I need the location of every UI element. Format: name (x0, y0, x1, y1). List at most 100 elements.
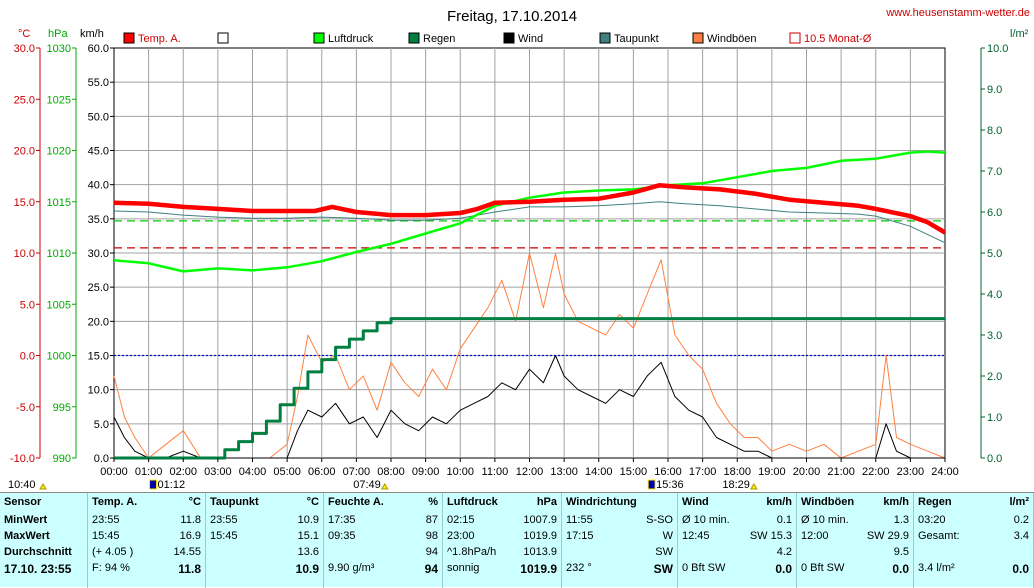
x-tick-label: 08:00 (377, 466, 405, 478)
stats-label: 17:15 (566, 530, 594, 542)
stats-row-avg: ^1.8hPa/h 1013.9 (447, 546, 557, 561)
wind-tick-label: 35.0 (88, 214, 109, 226)
x-tick-label: 05:00 (273, 466, 301, 478)
stats-row-header: Sensor (4, 496, 83, 511)
stats-row-foot: 10.9 (210, 562, 319, 577)
wind-tick-label: 10.0 (88, 385, 109, 397)
stats-label: Gesamt: (918, 530, 960, 542)
x-tick-label: 17:00 (689, 466, 717, 478)
stats-label: 02:15 (447, 514, 475, 526)
stats-row-foot: 0 Bft SW 0.0 (801, 562, 909, 577)
stats-column: Regen l/m² 03:20 0.2 Gesamt: 3.4 3.4 l/m² 0.0 (914, 493, 1034, 588)
legend-label: Taupunkt (614, 33, 659, 45)
pressure-tick-label: 1000 (47, 351, 71, 363)
rain-tick-label: 5.0 (987, 248, 1002, 260)
pressure-tick-label: 995 (53, 402, 71, 414)
x-tick-label: 11:00 (482, 466, 509, 478)
stats-column: Temp. A. °C 23:55 11.8 15:45 16.9 (+ 4.05 ) 14.… (88, 493, 206, 588)
temp-unit: °C (18, 28, 30, 40)
x-tick-label: 01:00 (135, 466, 163, 478)
legend-swatch (313, 32, 325, 44)
stats-value: 0.2 (1013, 514, 1029, 526)
marker-label: 10:40 (8, 479, 36, 491)
rain-tick-label: 6.0 (987, 207, 1002, 219)
stats-row-min: 03:20 0.2 (918, 514, 1029, 529)
stats-label: ^1.8hPa/h (447, 546, 497, 558)
legend: Temp. A. Luftdruck Regen Wind Taupunkt Windbö… (123, 32, 872, 45)
legend-label: 10.5 Monat-Ø (804, 33, 872, 45)
wind-tick-label: 60.0 (88, 43, 109, 55)
sun-marker-icon (380, 483, 389, 490)
stats-value: 11.8 (180, 514, 201, 526)
x-tick-label: 22:00 (862, 466, 890, 478)
pressure-tick-label: 990 (53, 453, 71, 465)
stats-value: 0.0 (1012, 562, 1029, 576)
stats-row-avg: 4.2 (682, 546, 792, 561)
stats-label: 23:55 (92, 514, 120, 526)
series-regen (114, 317, 945, 460)
rain-tick-label: 1.0 (987, 412, 1002, 424)
stats-label: 23:00 (447, 530, 475, 542)
stats-row-max: 15:45 16.9 (92, 530, 201, 545)
legend-swatch (123, 32, 135, 44)
stats-label: 232 ° (566, 562, 592, 574)
rain-tick-label: 0.0 (987, 453, 1002, 465)
stats-row-max: Gesamt: 3.4 (918, 530, 1029, 545)
stats-label: MinWert (4, 514, 48, 526)
stats-label: Regen (918, 496, 952, 508)
rain-unit: l/m² (1010, 28, 1029, 40)
stats-value: 0.0 (892, 562, 909, 576)
stats-value: 98 (425, 530, 438, 542)
temp-tick-label: -10.0 (10, 453, 35, 465)
stats-label: 15:45 (210, 530, 238, 542)
legend-label: Luftdruck (328, 33, 374, 45)
x-tick-label: 20:00 (793, 466, 821, 478)
series-luftdruck (113, 150, 946, 273)
stats-value: l/m² (1009, 496, 1029, 508)
wind-tick-label: 30.0 (88, 248, 109, 260)
stats-label: Windböen (801, 496, 855, 508)
stats-label: 09:35 (328, 530, 356, 542)
stats-value: 10.9 (297, 514, 319, 526)
pressure-tick-label: 1015 (47, 197, 71, 209)
stats-row-min: 23:55 10.9 (210, 514, 319, 529)
temp-tick-label: 5.0 (20, 299, 35, 311)
marker-label: 15:36 (656, 479, 684, 491)
stats-value: SW 29.9 (866, 530, 909, 542)
wind-tick-label: 45.0 (88, 146, 109, 158)
stats-row-foot: 3.4 l/m² 0.0 (918, 562, 1029, 577)
stats-value: 1007.9 (523, 514, 557, 526)
stats-column: Wind km/h Ø 10 min. 0.1 12:45 SW 15.3 4.2 0 Bft… (678, 493, 797, 588)
temp-tick-label: 10.0 (14, 248, 35, 260)
stats-value: km/h (766, 496, 792, 508)
temp-tick-label: 0.0 (20, 351, 35, 363)
stats-value: 0.1 (776, 514, 792, 526)
stats-value: 87 (425, 514, 438, 526)
stats-row-avg: (+ 4.05 ) 14.55 (92, 546, 201, 561)
stats-label: F: 94 % (92, 562, 130, 574)
wind-tick-label: 50.0 (88, 111, 109, 123)
stats-column: Windrichtung 11:55 S-SO 17:15 W SW 232 ° SW (562, 493, 678, 588)
stats-value: 3.4 (1013, 530, 1029, 542)
stats-row-avg: 94 (328, 546, 438, 561)
x-tick-label: 00:00 (100, 466, 128, 478)
stats-row-avg: Durchschnitt (4, 546, 83, 561)
stats-row-header: Windrichtung (566, 496, 673, 511)
stats-row-foot: 9.90 g/m³ 94 (328, 562, 438, 577)
stats-row-avg (918, 546, 1029, 561)
x-tick-label: 12:00 (516, 466, 544, 478)
legend-swatch (789, 32, 801, 44)
stats-value: 4.2 (776, 546, 792, 558)
stats-label: sonnig (447, 562, 480, 574)
stats-value: 11.8 (178, 562, 201, 576)
pressure-tick-label: 1030 (47, 43, 71, 55)
stats-label: 17:35 (328, 514, 356, 526)
x-tick-label: 23:00 (897, 466, 925, 478)
stats-column: Luftdruck hPa 02:15 1007.9 23:00 1019.9 ^1.8hP… (443, 493, 562, 588)
temp-tick-label: -5.0 (16, 402, 35, 414)
stats-value: °C (188, 496, 201, 508)
legend-swatch (599, 32, 611, 44)
moon-marker-icon (647, 479, 656, 490)
marker-label: 07:49 (353, 479, 381, 491)
stats-row-min: 11:55 S-SO (566, 514, 673, 529)
